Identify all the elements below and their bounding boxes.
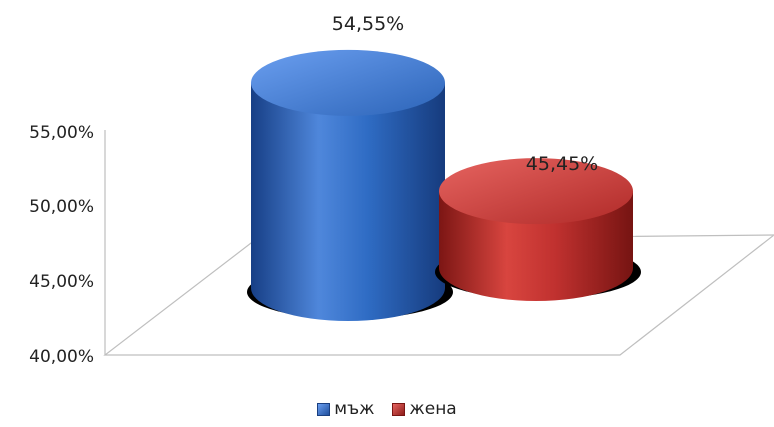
y-tick-label: 55,00% (29, 123, 94, 143)
legend-swatch-female (392, 402, 406, 416)
legend-label-female: жена (409, 399, 457, 419)
legend-swatch-male (317, 402, 331, 416)
legend-item-female: жена (392, 399, 457, 419)
bar-female-top (439, 158, 633, 225)
bar-male (247, 49, 453, 321)
data-label-male: 54,55% (332, 13, 404, 35)
y-tick-label: 40,00% (29, 347, 94, 367)
y-tick-labels: 40,00% 45,00% 50,00% 55,00% (29, 123, 94, 367)
data-label-female: 45,45% (526, 153, 598, 175)
legend-item-male: мъж (317, 399, 374, 419)
legend-label-male: мъж (334, 399, 375, 419)
floor-plane (103, 234, 774, 356)
y-tick-label: 50,00% (29, 197, 94, 217)
y-tick-label: 45,00% (29, 272, 94, 292)
bar-male-top (251, 49, 445, 116)
bar-male-body (251, 82, 445, 321)
bar-female (435, 158, 641, 301)
legend: мъж жена (0, 399, 774, 419)
